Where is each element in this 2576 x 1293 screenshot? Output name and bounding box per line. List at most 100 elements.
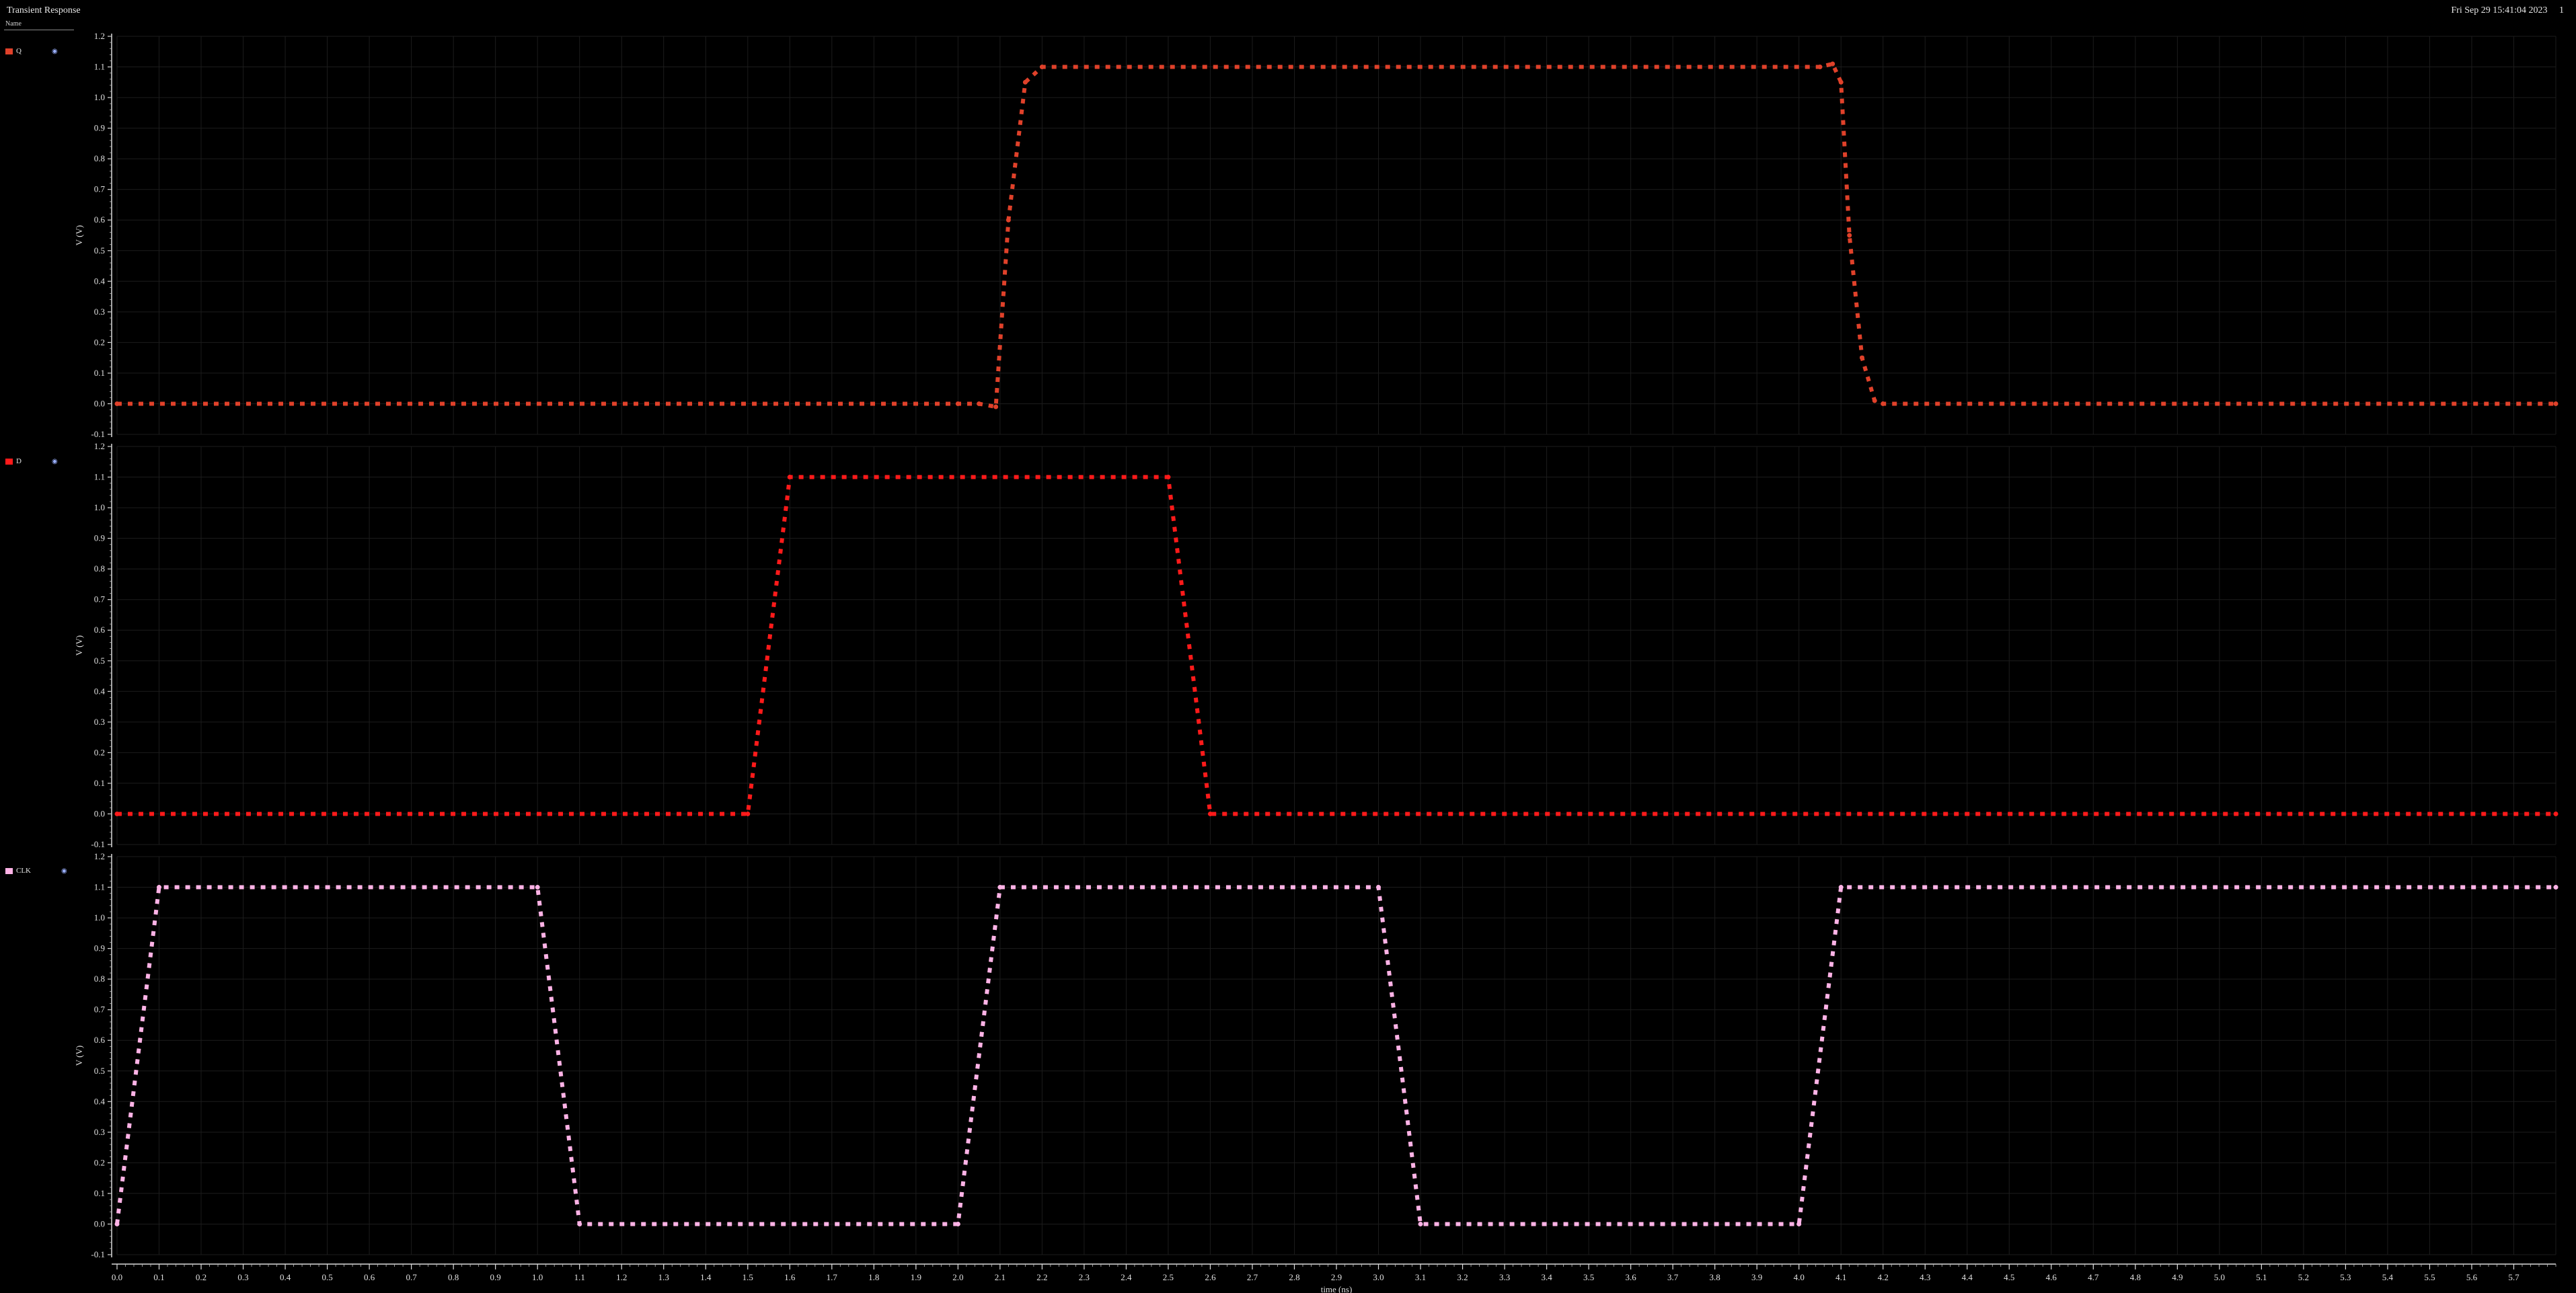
x-tick-label: 1.9 (911, 1272, 921, 1282)
y-tick-label: 0.6 (94, 625, 106, 635)
y-tick-label: 0.5 (94, 656, 105, 666)
data-point (745, 811, 751, 816)
y-tick-label: 0.0 (94, 1218, 105, 1228)
x-tick-label: 2.8 (1289, 1272, 1299, 1282)
y-tick-label: 1.2 (94, 441, 105, 451)
x-tick-label: 2.1 (995, 1272, 1006, 1282)
legend-clk[interactable]: CLK ◉ (5, 867, 67, 875)
y-tick-label: 0.6 (94, 214, 106, 225)
eye-icon[interactable]: ◉ (61, 867, 67, 875)
x-tick-label: 2.0 (952, 1272, 963, 1282)
data-point (114, 811, 120, 816)
y-tick-label: 1.1 (94, 472, 105, 482)
x-tick-label: 0.7 (406, 1272, 417, 1282)
data-point (1830, 61, 1835, 67)
x-tick-label: 0.1 (153, 1272, 164, 1282)
data-point (1039, 65, 1045, 70)
y-tick-label: 0.8 (94, 563, 105, 574)
y-tick-label: 0.4 (94, 276, 106, 286)
x-tick-label: 1.6 (784, 1272, 796, 1282)
x-tick-label: 5.5 (2424, 1272, 2435, 1282)
x-tick-label: 5.0 (2214, 1272, 2225, 1282)
y-tick-label: 0.2 (94, 747, 105, 757)
window-title: Transient Response (7, 5, 81, 15)
y-tick-label: 0.0 (94, 398, 105, 408)
data-point (1006, 217, 1011, 223)
x-tick-label: 4.4 (1962, 1272, 1973, 1282)
y-tick-label: 0.0 (94, 808, 105, 818)
y-tick-label: 1.0 (94, 502, 105, 512)
x-tick-label: 1.7 (827, 1272, 838, 1282)
data-point (1166, 475, 1171, 480)
y-tick-label: 0.4 (94, 686, 106, 696)
y-tick-label: 0.9 (94, 123, 105, 133)
x-tick-label: 4.1 (1835, 1272, 1846, 1282)
y-tick-label: 0.1 (94, 778, 105, 788)
data-point (993, 404, 999, 409)
x-tick-label: 4.2 (1878, 1272, 1889, 1282)
x-tick-label: 2.6 (1205, 1272, 1216, 1282)
x-tick-label: 3.9 (1751, 1272, 1762, 1282)
x-tick-label: 3.2 (1457, 1272, 1468, 1282)
x-tick-label: 3.7 (1667, 1272, 1679, 1282)
x-tick-label: 0.0 (112, 1272, 122, 1282)
x-tick-label: 5.6 (2466, 1272, 2478, 1282)
legend-d[interactable]: D ◉ (5, 457, 58, 465)
eye-icon[interactable]: ◉ (51, 47, 58, 55)
data-point (1872, 398, 1877, 403)
x-tick-label: 4.7 (2088, 1272, 2099, 1282)
x-tick-label: 2.7 (1247, 1272, 1258, 1282)
x-tick-label: 5.7 (2508, 1272, 2520, 1282)
eye-icon[interactable]: ◉ (51, 457, 58, 465)
data-point (2553, 401, 2559, 406)
data-point (977, 401, 982, 406)
page-indicator: 1 (2559, 5, 2564, 15)
data-point (1376, 885, 1381, 890)
x-axis-label: time (ns) (1321, 1284, 1353, 1293)
x-tick-label: 5.2 (2298, 1272, 2309, 1282)
y-tick-label: 0.7 (94, 594, 106, 604)
legend-q[interactable]: Q ◉ (5, 47, 58, 55)
x-tick-label: 1.3 (658, 1272, 669, 1282)
y-tick-label: 0.7 (94, 184, 106, 194)
x-tick-label: 0.4 (280, 1272, 291, 1282)
data-point (1022, 79, 1028, 85)
y-tick-label: 0.8 (94, 974, 105, 984)
y-axis-label: V (V) (74, 635, 84, 656)
y-tick-label: 0.2 (94, 1157, 105, 1167)
data-point (157, 885, 162, 890)
x-tick-label: 2.9 (1331, 1272, 1342, 1282)
y-tick-label: 0.1 (94, 1188, 105, 1198)
data-point (114, 1221, 120, 1226)
x-tick-label: 0.9 (490, 1272, 501, 1282)
x-tick-label: 0.3 (237, 1272, 248, 1282)
y-tick-label: 0.5 (94, 1066, 105, 1076)
data-point (1418, 1221, 1423, 1226)
y-axis-label: V (V) (74, 225, 84, 245)
data-point (535, 885, 540, 890)
x-tick-label: 2.2 (1036, 1272, 1047, 1282)
x-tick-label: 0.5 (321, 1272, 332, 1282)
legend-swatch-d (5, 458, 13, 465)
waveform-clk (115, 885, 2556, 1226)
x-tick-label: 1.4 (700, 1272, 712, 1282)
y-tick-label: -0.1 (91, 1249, 105, 1259)
y-tick-label: 0.8 (94, 153, 105, 163)
y-tick-label: 1.0 (94, 912, 105, 923)
x-tick-label: 0.2 (196, 1272, 206, 1282)
y-tick-label: 1.1 (94, 62, 105, 72)
y-tick-label: 0.2 (94, 337, 105, 347)
y-tick-label: 0.9 (94, 533, 105, 543)
y-tick-label: -0.1 (91, 429, 105, 439)
x-tick-label: 3.6 (1625, 1272, 1636, 1282)
x-tick-label: 3.1 (1415, 1272, 1426, 1282)
name-header: Name (5, 20, 22, 28)
x-tick-label: 2.3 (1079, 1272, 1090, 1282)
x-tick-label: 4.5 (2004, 1272, 2014, 1282)
x-tick-label: 4.0 (1794, 1272, 1805, 1282)
data-point (787, 475, 792, 480)
data-point (1847, 233, 1852, 238)
x-tick-label: 2.5 (1163, 1272, 1174, 1282)
x-tick-label: 0.8 (448, 1272, 459, 1282)
